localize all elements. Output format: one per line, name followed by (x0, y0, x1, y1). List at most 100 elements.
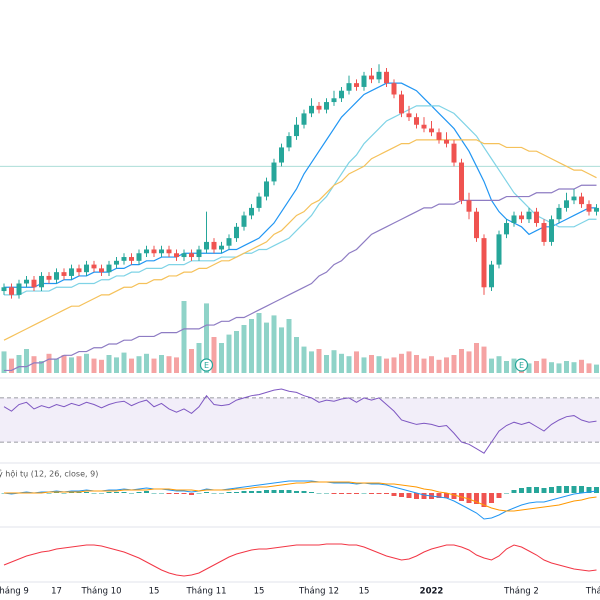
macd-histogram-bar (549, 487, 554, 493)
candle-body (451, 143, 457, 163)
macd-histogram-bar (361, 493, 367, 494)
volume-bar (339, 353, 344, 373)
candle-body (309, 105, 314, 114)
macd-histogram-bar (189, 493, 194, 495)
macd-histogram-bar (241, 491, 247, 493)
volume-bar (414, 355, 419, 373)
macd-histogram-bar (519, 488, 524, 493)
candle-body (594, 207, 599, 212)
candle-body (16, 283, 22, 295)
candle-body (361, 75, 367, 87)
volume-bar (346, 356, 352, 373)
candle-body (181, 253, 187, 258)
volume-bar (234, 331, 239, 373)
macd-histogram-bar (166, 493, 172, 494)
volume-bar (511, 358, 517, 373)
candle-body (354, 83, 359, 87)
volume-bar (496, 356, 502, 373)
candle-body (346, 83, 352, 91)
candle-body (339, 90, 344, 99)
volume-bar (436, 359, 442, 373)
macd-histogram-bar (99, 493, 104, 494)
candle-body (151, 249, 157, 254)
volume-bar (241, 325, 247, 373)
x-tick-label: 2022 (420, 587, 444, 597)
event-label: E (519, 361, 524, 370)
macd-line (3, 480, 597, 520)
macd-histogram-bar (309, 492, 314, 493)
volume-bar (166, 356, 172, 373)
candle-body (564, 200, 569, 208)
moving-average (3, 139, 597, 341)
volume-bar (556, 363, 562, 373)
volume-bar (136, 356, 142, 373)
x-tick-label: Tháng 12 (298, 587, 339, 597)
volume-bar (376, 356, 382, 373)
oscillator-line (3, 543, 597, 577)
volume-bar (46, 353, 52, 373)
volume-bar (406, 351, 412, 373)
candle-body (174, 253, 179, 258)
volume-bar (84, 353, 89, 373)
candle-body (46, 275, 52, 280)
candle-body (474, 211, 479, 239)
volume-bar (271, 315, 277, 373)
volume-bar (9, 358, 14, 373)
macd-histogram-bar (391, 493, 397, 496)
macd-histogram-bar (369, 493, 374, 494)
candle-body (264, 181, 269, 197)
candle-body (121, 257, 127, 261)
candle-body (286, 136, 292, 148)
candle-body (369, 75, 374, 80)
volume-bar (91, 358, 97, 373)
event-marker (514, 358, 529, 372)
volume-bar (16, 355, 22, 373)
macd-histogram-bar (249, 491, 254, 493)
macd-histogram-bar (301, 491, 307, 493)
macd-histogram-bar (316, 493, 322, 494)
candle-body (504, 223, 509, 235)
candle-body (489, 264, 494, 288)
volume-bar (181, 301, 187, 373)
candle-body (204, 241, 209, 250)
macd-histogram-bar (219, 493, 224, 494)
candle-body (406, 113, 412, 118)
volume-bar (526, 363, 532, 373)
candle-body (159, 249, 164, 254)
candle-body (166, 249, 172, 254)
volume-bar (144, 353, 149, 373)
x-tick-label: 15 (359, 587, 370, 597)
volume-bar (331, 350, 337, 373)
volume-bar (24, 349, 29, 373)
macd-histogram-bar (264, 490, 269, 493)
volume-bar (114, 357, 119, 373)
volume-bar (106, 355, 112, 373)
volume-bar (444, 357, 449, 373)
volume-bar (61, 355, 67, 373)
macd-histogram-bar (84, 492, 89, 493)
volume-bar (54, 358, 59, 373)
candle-body (466, 200, 472, 212)
candle-body (61, 272, 67, 276)
volume-bar (549, 362, 554, 373)
volume-bar (354, 351, 359, 373)
macd-histogram-bar (46, 493, 52, 494)
macd-histogram-bar (91, 493, 97, 494)
macd-histogram-bar (526, 487, 532, 493)
macd-histogram-bar (571, 486, 577, 493)
candle-body (39, 275, 44, 288)
macd-histogram-bar (556, 486, 562, 493)
macd-histogram-bar (174, 493, 179, 494)
volume-bar (309, 351, 314, 373)
rsi-line (3, 388, 597, 454)
candle-body (421, 124, 427, 129)
volume-bar (594, 364, 599, 373)
candle-body (114, 260, 119, 265)
volume-bar (69, 357, 74, 373)
candle-body (144, 249, 149, 254)
macd-histogram-bar (444, 493, 449, 498)
candle-body (459, 162, 464, 201)
volume-bar (219, 343, 224, 373)
candle-body (99, 268, 104, 273)
macd-histogram-bar (114, 492, 119, 493)
